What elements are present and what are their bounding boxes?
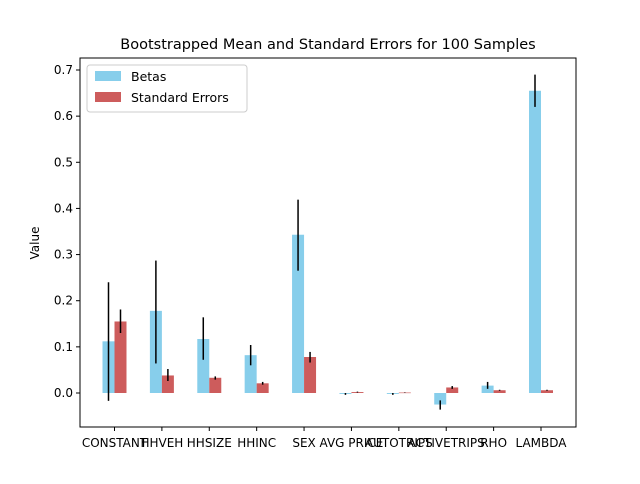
bar-betas-hhsize [197,339,210,393]
y-tick-label: 0.4 [54,201,73,215]
x-tick-label: HHSIZE [187,436,232,450]
x-tick-label: SEX [292,436,315,450]
bar-betas-rho [481,385,494,393]
legend-label-standard-errors: Standard Errors [131,90,229,105]
bar-standard-errors-activetrips [446,387,459,393]
legend-box [86,64,248,113]
legend-swatch-standard-errors [95,92,121,102]
y-tick-label: 0.1 [54,340,73,354]
error-bars-layer [107,74,548,410]
y-tick-label: 0.5 [54,155,73,169]
y-tick-label: 0.7 [54,63,73,77]
bar-betas-activetrips [434,393,447,405]
x-tick-label: CONSTANT [82,436,148,450]
bar-betas-sex [292,234,305,393]
bar-standard-errors-hhinc [256,383,269,393]
x-tick-label: AUTOTRIPS [365,436,433,450]
bar-standard-errors-lambda [541,390,553,393]
bar-betas-hhinc [244,355,257,393]
y-axis-label: Value [28,227,42,260]
x-tick-label: HHINC [237,436,276,450]
y-tick-label: 0.2 [54,294,73,308]
plot-frame [79,57,577,428]
y-tick-label: 0.6 [54,109,73,123]
x-tick-label: AVG PRICE [320,436,384,450]
bar-betas-lambda [529,90,541,393]
legend-label-betas: Betas [131,69,166,84]
y-axis-ticks: 0.0 0.1 0.2 0.3 0.4 0.5 0.6 0.7 [54,63,80,400]
bar-standard-errors-constant [114,321,127,393]
bar-standard-errors-rho [493,390,506,393]
bar-standard-errors-hhsize [209,377,222,393]
bar-standard-errors-hhveh [161,375,174,393]
chart-title: Bootstrapped Mean and Standard Errors fo… [120,37,535,53]
bar-standard-errors-autotrips [398,392,411,394]
y-tick-label: 0.0 [54,386,73,400]
x-tick-label: HHVEH [140,436,183,450]
y-tick-label: 0.3 [54,248,73,262]
x-tick-label: ACTIVETRIPS [408,436,485,450]
x-tick-label: LAMBDA [516,436,568,450]
legend: Betas Standard Errors [86,64,248,113]
bar-standard-errors-sex [304,357,317,393]
bars-layer [102,90,553,405]
x-tick-label: RHO [480,436,507,450]
legend-swatch-betas [95,71,121,81]
